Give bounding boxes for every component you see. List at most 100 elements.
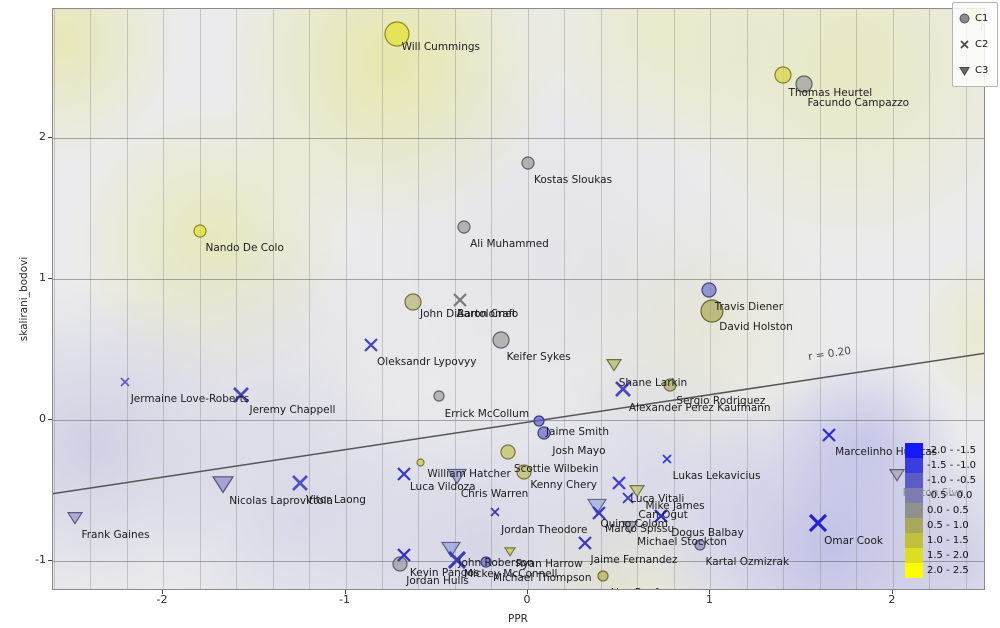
data-point-label: Facundo Campazzo [807, 97, 910, 110]
vertical-gridline [491, 9, 493, 589]
data-point-marker-c2 [662, 454, 672, 465]
data-point-label: Alex Renfroe [609, 587, 676, 589]
data-point-marker-c2 [577, 535, 592, 550]
y-tick-label: 1 [39, 270, 46, 284]
data-point-label: Kartal Ozmizrak [705, 556, 790, 569]
data-point-marker-c1 [192, 224, 207, 238]
vertical-gridline [965, 9, 967, 589]
data-point-marker-c1 [416, 458, 425, 467]
data-point-marker-c3 [888, 468, 905, 482]
legend-label: C2 [975, 38, 989, 50]
colorbar-range-label: -0.5 - 0.0 [927, 490, 973, 501]
data-point-label: Michael Thompson [493, 572, 592, 585]
data-point-marker-c2 [364, 338, 378, 353]
data-point-marker-c1 [457, 220, 471, 234]
vertical-gridline [309, 9, 310, 589]
x-tick-mark [162, 590, 164, 594]
data-point-label: Kevin Pangos [409, 567, 480, 580]
data-point-marker-c3 [446, 468, 467, 485]
data-point-label: Thomas Heurtel [788, 86, 873, 99]
x-tick-label: 0 [523, 593, 531, 606]
circle-marker-icon [959, 13, 970, 24]
data-point-marker-c3 [587, 498, 608, 515]
colorbar-swatch [905, 563, 923, 578]
data-point-label: Scottie Wilbekin [513, 463, 599, 476]
data-point-label: Kenny Chery [530, 479, 597, 492]
y-tick-label: -1 [35, 552, 46, 566]
data-point-label: Chris Warren [460, 487, 529, 500]
vertical-gridline [126, 9, 128, 589]
data-point-label: Aaron Craft [456, 308, 517, 321]
data-point-label: Keifer Sykes [506, 350, 571, 363]
vertical-gridline [527, 9, 529, 589]
data-point-marker-c2 [614, 381, 631, 397]
data-point-marker-c1 [700, 299, 724, 324]
data-point-label: Mickey McConnell [463, 567, 558, 580]
data-point-marker-c1 [500, 444, 516, 461]
horizontal-gridline [53, 138, 984, 139]
data-point-marker-c1 [537, 426, 552, 440]
y-tick-mark [48, 418, 52, 420]
data-point-label: Marco Spissu [605, 523, 675, 536]
data-point-label: Omar Cook [824, 534, 883, 547]
data-point-marker-c2 [397, 466, 411, 481]
data-point-label: Frank Gaines [81, 529, 150, 542]
data-point-label: Can Ogut [638, 508, 688, 521]
vertical-gridline [163, 9, 165, 589]
data-point-label: Quino Colom [600, 517, 668, 530]
data-point-label: Sergio Rodriguez [676, 394, 766, 407]
data-point-marker-c1 [516, 464, 532, 480]
x-tick-mark [709, 590, 711, 594]
x-tick-mark [344, 590, 346, 594]
vertical-gridline [90, 9, 92, 589]
vertical-gridline [929, 9, 931, 589]
colorbar-swatch [905, 548, 923, 563]
colorbar-swatch [905, 473, 923, 488]
horizontal-gridline [53, 278, 984, 280]
colorbar-swatch [905, 503, 923, 518]
data-point-marker-c1 [774, 65, 793, 84]
colorbar-range-label: -2.0 - -1.5 [927, 445, 976, 456]
x-tick-label: -2 [156, 593, 168, 606]
data-point-label: Luca Vildoza [409, 480, 476, 493]
x-tick-mark [891, 590, 893, 594]
legend-label: C1 [975, 13, 989, 25]
data-point-label: John DiBartolomeo [420, 307, 519, 320]
triangle-down-marker-icon [959, 66, 970, 76]
vertical-gridline [564, 9, 566, 589]
data-point-label: Travis Diener [714, 301, 784, 314]
data-point-label: Ali Muhammed [470, 237, 549, 250]
data-point-label: Josh Mayo [552, 444, 606, 457]
data-point-marker-c2 [809, 513, 828, 532]
data-point-label: Dogus Balbay [671, 526, 744, 539]
data-point-marker-c3 [605, 358, 622, 372]
vertical-gridline [454, 9, 456, 589]
data-point-marker-c2 [453, 293, 468, 307]
regression-line [53, 352, 984, 495]
vertical-gridline [272, 9, 274, 589]
colorbar-swatch [905, 518, 923, 533]
data-point-label: Vitor Laong [305, 494, 366, 507]
data-point-marker-c2 [490, 507, 500, 517]
horizontal-gridline [53, 560, 984, 562]
colorbar-range-label: -1.0 - -0.5 [927, 475, 976, 486]
data-point-label: Jordan Theodore [501, 523, 588, 536]
data-point-label: William Hatcher [427, 468, 511, 481]
colorbar-range-label: 0.0 - 0.5 [927, 505, 969, 516]
vertical-gridline [710, 9, 712, 589]
colorbar-swatch [905, 533, 923, 548]
x-tick-label: 2 [888, 593, 896, 606]
data-point-marker-c2 [622, 491, 635, 504]
data-point-marker-c1 [597, 570, 609, 583]
vertical-gridline [637, 9, 639, 589]
legend-item-c3: C3 [959, 65, 997, 76]
data-point-label: Alexander Perez Kaufmann [628, 401, 771, 414]
data-point-marker-c1 [663, 378, 677, 392]
data-point-marker-c3 [622, 520, 639, 534]
data-point-marker-c1 [432, 390, 445, 402]
data-point-marker-c2 [654, 509, 668, 523]
colorbar-swatch [905, 443, 923, 458]
data-point-label: Mike James [645, 500, 705, 513]
data-point-marker-c2 [397, 548, 411, 563]
